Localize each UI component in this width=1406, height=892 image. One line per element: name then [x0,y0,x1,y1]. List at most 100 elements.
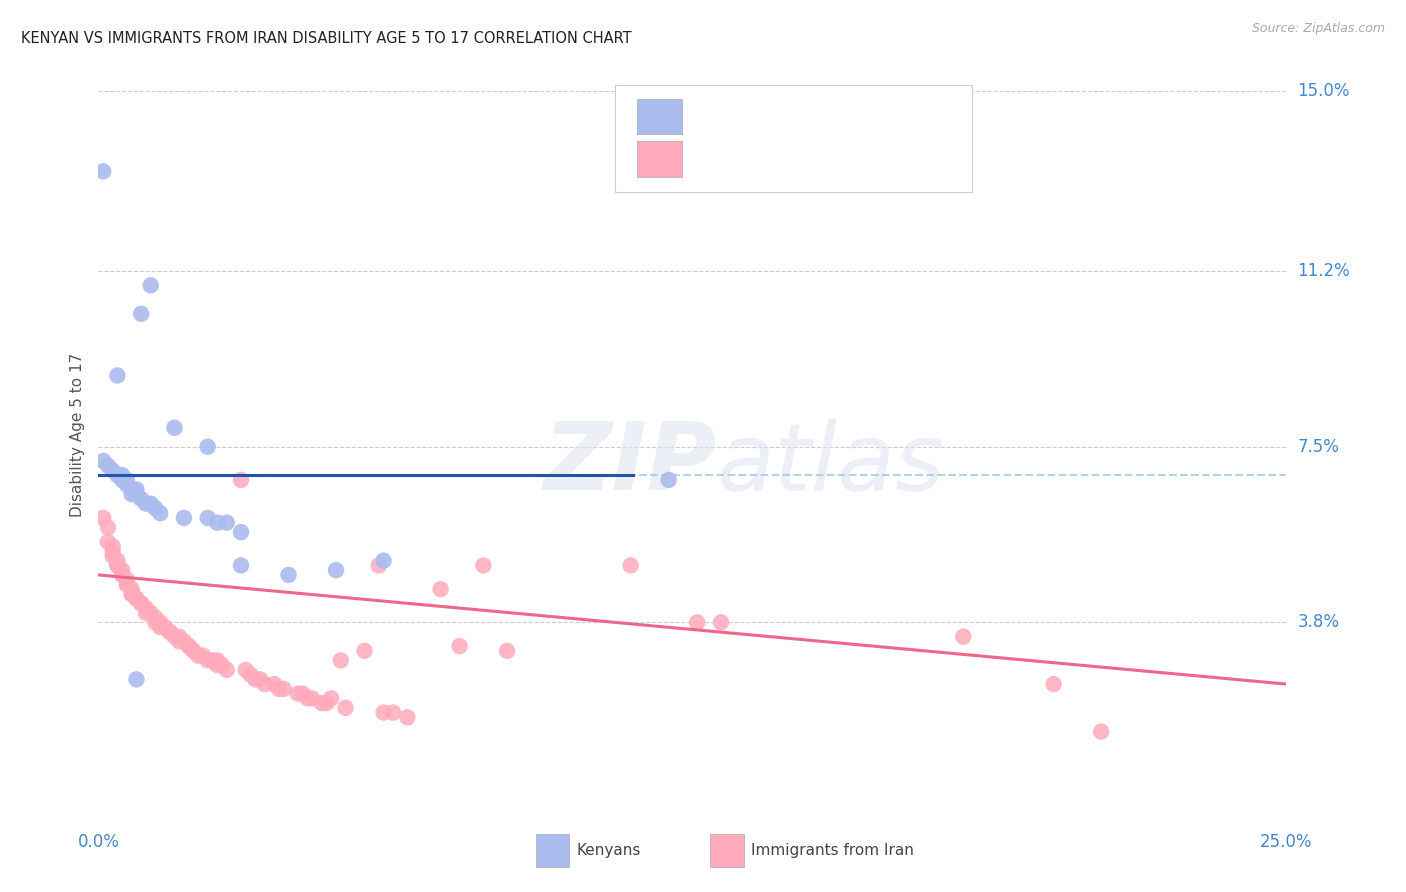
Point [107,554,129,568]
Point [952,630,974,644]
Point [135,497,157,511]
Point [1042,677,1064,691]
Point [1090,724,1112,739]
Point [191,648,214,663]
Point [107,368,129,383]
Point [353,644,375,658]
Point [121,487,143,501]
Point [472,558,495,573]
Point [97,458,120,473]
FancyBboxPatch shape [616,86,972,192]
Point [115,473,138,487]
Point [91,511,114,525]
Point [125,487,148,501]
Point [315,696,337,710]
Point [107,558,129,573]
Point [429,582,451,596]
Point [183,644,205,658]
Text: 34: 34 [890,107,912,125]
Point [139,278,162,293]
Point [107,468,129,483]
Point [115,477,138,491]
Point [373,554,395,568]
Bar [637,98,682,134]
Text: 3.8%: 3.8% [1298,614,1340,632]
Point [325,563,347,577]
Point [239,667,262,681]
Point [177,639,200,653]
Point [311,696,333,710]
Point [173,511,195,525]
Point [207,653,229,667]
Point [91,164,114,178]
Point [229,558,252,573]
Point [139,606,162,620]
Point [145,501,167,516]
Point [321,691,343,706]
Point [215,516,238,530]
Point [115,577,138,591]
Point [215,663,238,677]
Point [287,687,309,701]
Point [173,634,195,648]
Point [101,544,124,558]
Point [115,577,138,591]
Text: 11.2%: 11.2% [1298,262,1350,280]
Point [291,687,314,701]
Text: 25.0%: 25.0% [1260,833,1313,851]
Point [620,558,643,573]
Bar [710,834,744,867]
Point [686,615,709,630]
Point [159,624,181,639]
Text: N =: N = [837,150,873,168]
Text: Source: ZipAtlas.com: Source: ZipAtlas.com [1251,22,1385,36]
Point [301,691,323,706]
Point [229,473,252,487]
Point [245,673,267,687]
Point [183,644,205,658]
Point [163,421,186,435]
Point [149,615,172,630]
Point [129,596,152,610]
Point [211,658,233,673]
Point [201,653,224,667]
Point [145,610,167,624]
Point [187,648,209,663]
Point [111,568,134,582]
Point [135,601,157,615]
Point [129,307,152,321]
Point [163,630,186,644]
Point [658,473,681,487]
Point [335,701,357,715]
Point [229,525,252,540]
Point [121,582,143,596]
Point [273,681,295,696]
Point [207,658,229,673]
Bar [536,834,569,867]
Point [115,573,138,587]
Point [91,454,114,468]
Bar [637,141,682,177]
Point [382,706,405,720]
Text: R =: R = [700,107,735,125]
Point [101,463,124,477]
Point [111,563,134,577]
Point [121,587,143,601]
Point [263,677,285,691]
Text: ZIP: ZIP [543,418,716,510]
Point [267,681,290,696]
Y-axis label: Disability Age 5 to 17: Disability Age 5 to 17 [69,352,84,517]
Point [253,677,276,691]
Point [145,615,167,630]
Point [159,624,181,639]
Point [125,673,148,687]
Point [125,591,148,606]
Point [139,497,162,511]
Point [153,620,176,634]
Point [329,653,352,667]
Text: N =: N = [837,107,873,125]
Point [149,620,172,634]
Point [277,568,299,582]
Point [149,506,172,520]
Text: 7.5%: 7.5% [1298,438,1340,456]
